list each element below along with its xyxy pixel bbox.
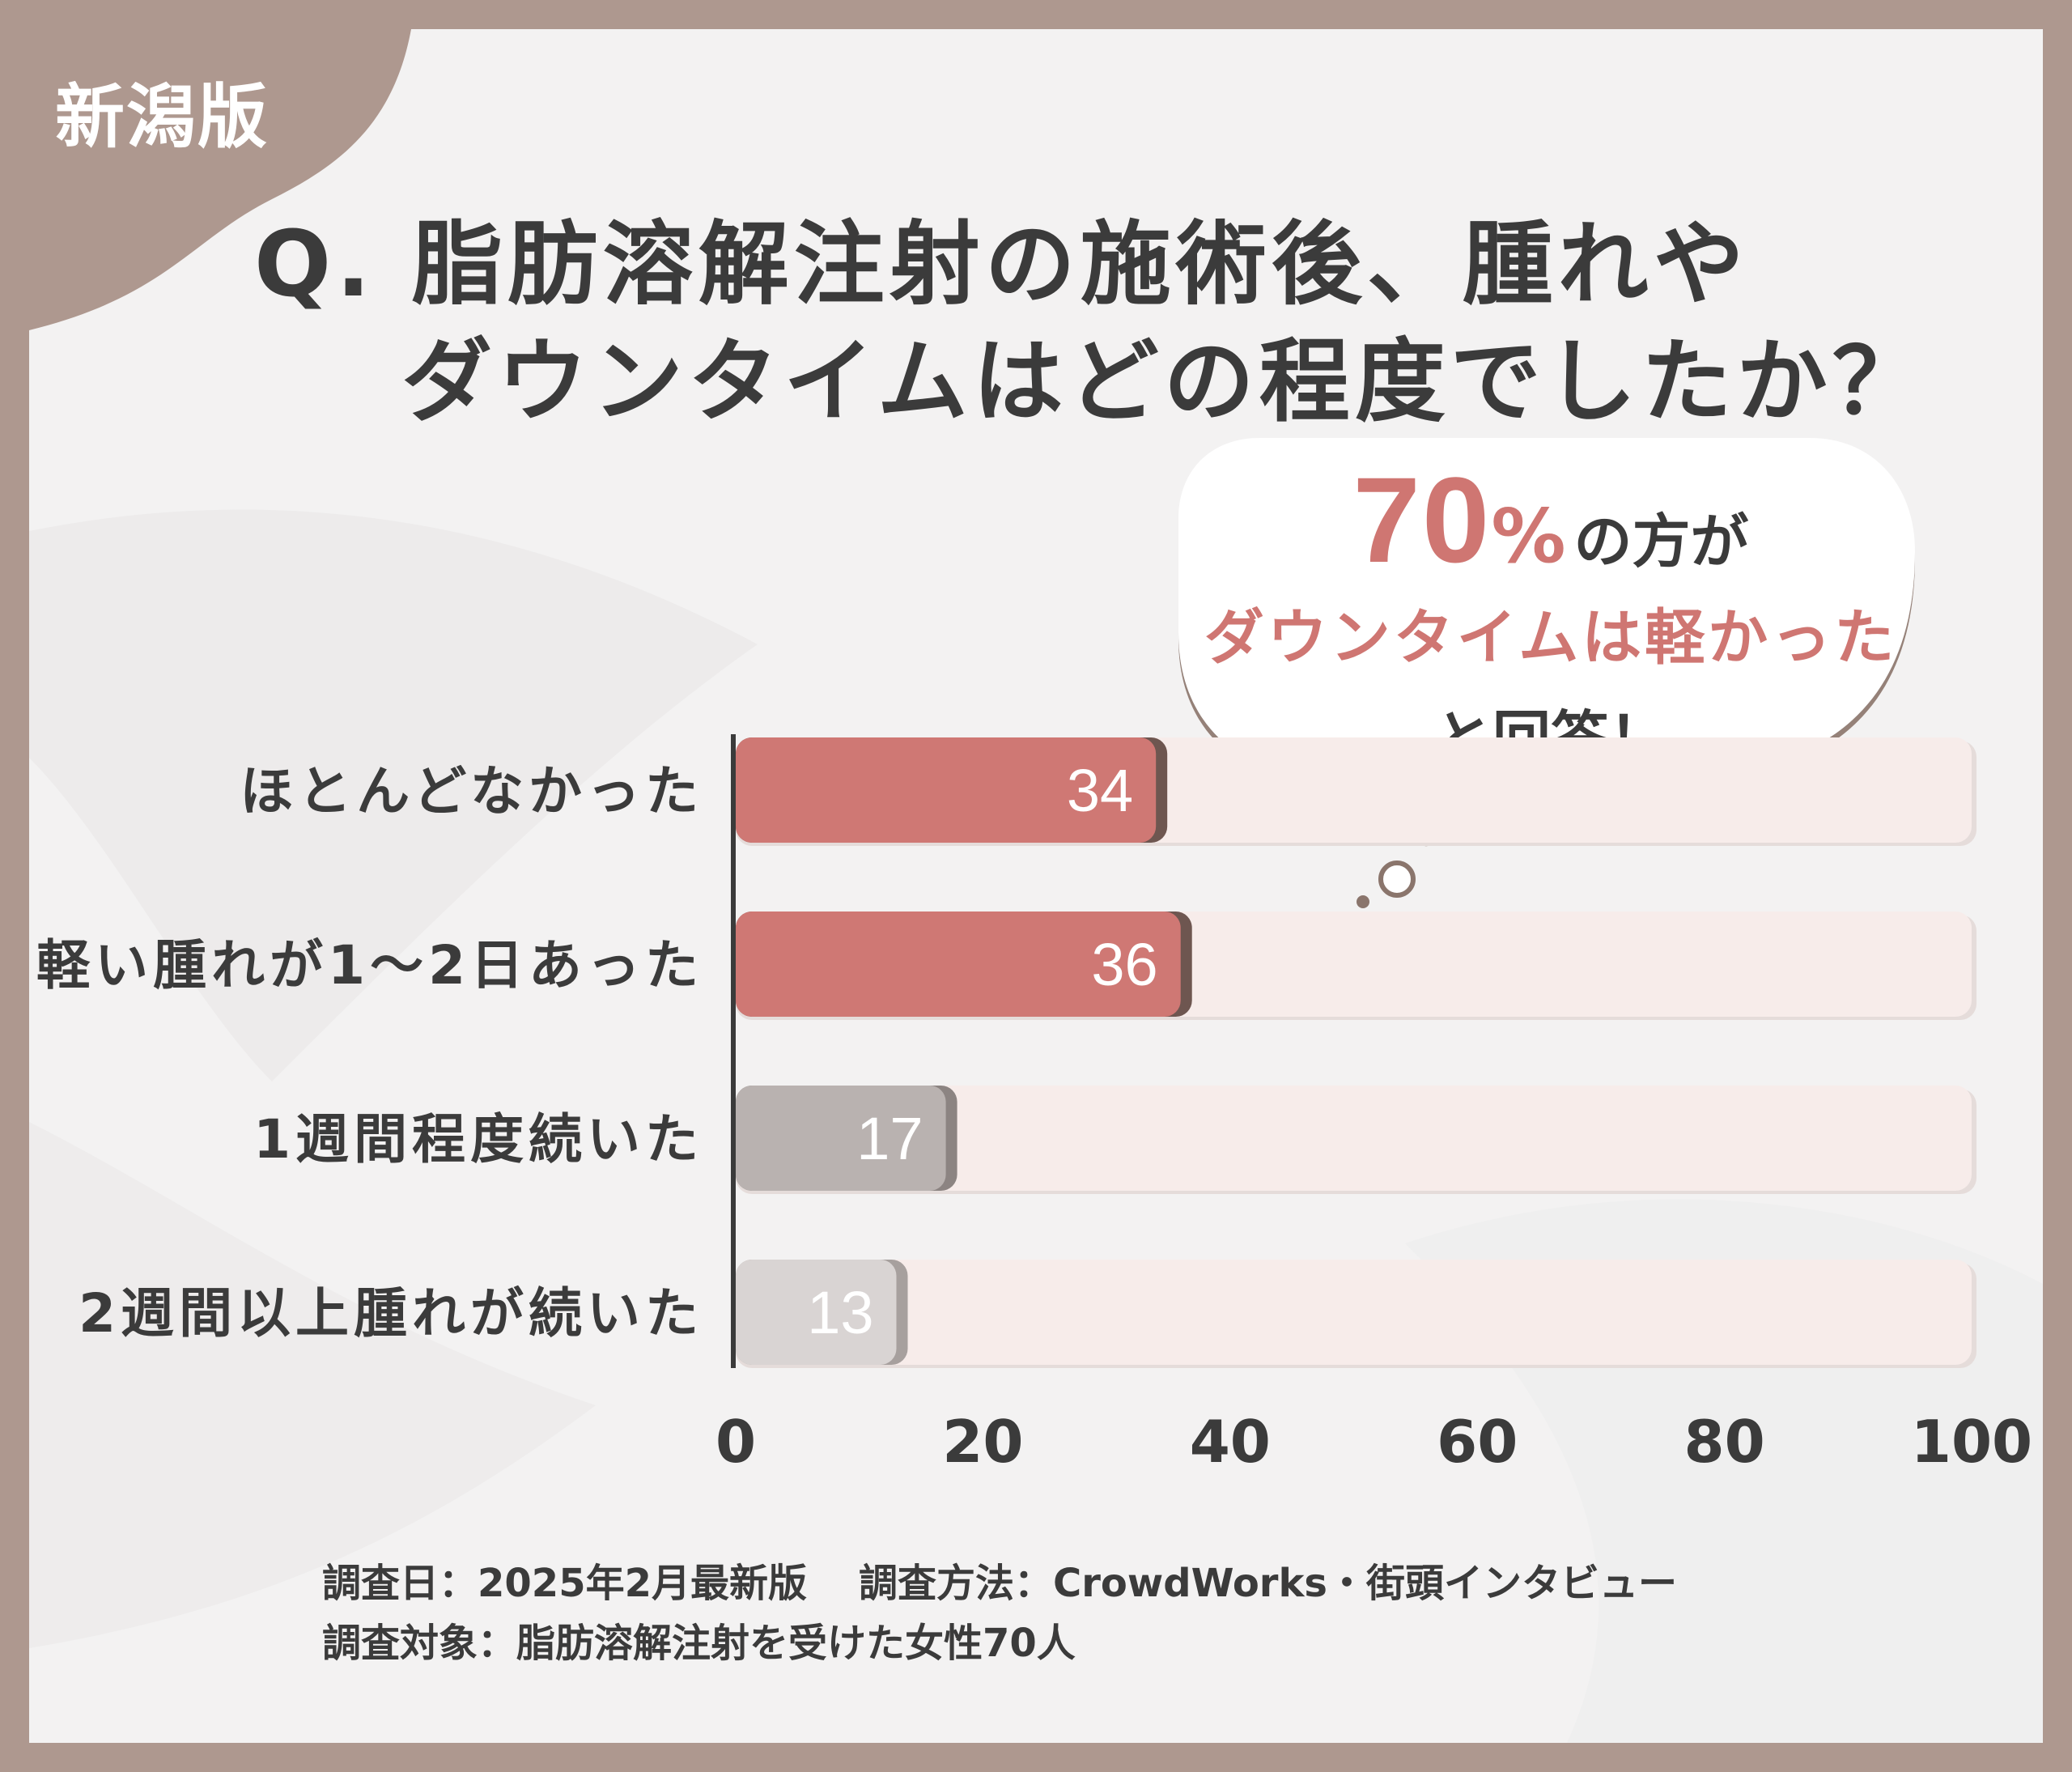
survey-method: 調査方法：CrowdWorks・街頭インタビュー	[859, 1561, 1677, 1606]
infographic-card: 新潟版 Q. 脂肪溶解注射の施術後、腫れや ダウンタイムはどの程度でしたか？ 7…	[29, 29, 2043, 1743]
x-tick-label: 80	[1684, 1408, 1764, 1476]
bar-track	[736, 1260, 1972, 1365]
region-badge: 新潟版	[55, 77, 269, 158]
x-tick-label: 0	[715, 1408, 756, 1476]
category-label: 軽い腫れが1〜2日あった	[36, 934, 703, 996]
survey-date: 調査日：2025年2月最新版	[322, 1561, 807, 1606]
x-tick-label: 60	[1437, 1408, 1518, 1476]
survey-target: 調査対象：脂肪溶解注射を受けた女性70人	[322, 1621, 1076, 1666]
bar-2	[736, 911, 1181, 1017]
bar-value-label: 36	[1091, 931, 1157, 998]
category-label: 2週間以上腫れが続いた	[79, 1282, 703, 1345]
bar-value-label: 17	[856, 1105, 923, 1172]
x-tick-label: 20	[942, 1408, 1023, 1476]
question-title-line-1: Q. 脂肪溶解注射の施術後、腫れや	[254, 212, 1749, 317]
x-tick-label: 40	[1190, 1408, 1271, 1476]
bar-1	[736, 737, 1157, 843]
bar-value-label: 34	[1067, 757, 1133, 824]
bar-4	[736, 1260, 897, 1365]
callout-text: 70%の方が ダウンタイムは軽かった と回答！	[1187, 450, 1915, 776]
bar-value-label: 13	[807, 1279, 873, 1346]
callout-after-number: の方が	[1573, 508, 1749, 576]
bar-track	[736, 1086, 1972, 1191]
callout-percent-sign: %	[1491, 493, 1566, 580]
bar-3	[736, 1086, 946, 1191]
category-label: ほとんどなかった	[240, 760, 703, 822]
survey-footnote: 調査日：2025年2月最新版 調査方法：CrowdWorks・街頭インタビュー 調…	[322, 1551, 1677, 1671]
y-axis-line	[731, 734, 736, 1368]
x-tick-label: 100	[1911, 1408, 2032, 1476]
callout-highlight: ダウンタイムは軽かった	[1204, 603, 1898, 673]
question-title-line-2: ダウンタイムはどの程度でしたか？	[401, 329, 1928, 435]
callout-percentage-number: 70	[1352, 452, 1492, 588]
region-badge-shape	[29, 29, 411, 330]
bar-chart: 34 ほとんどなかった 36 軽い腫れが1〜2日あった 17 1週間程度続いた 13 2週間以…	[36, 734, 2032, 1476]
category-label: 1週間程度続いた	[253, 1108, 703, 1171]
